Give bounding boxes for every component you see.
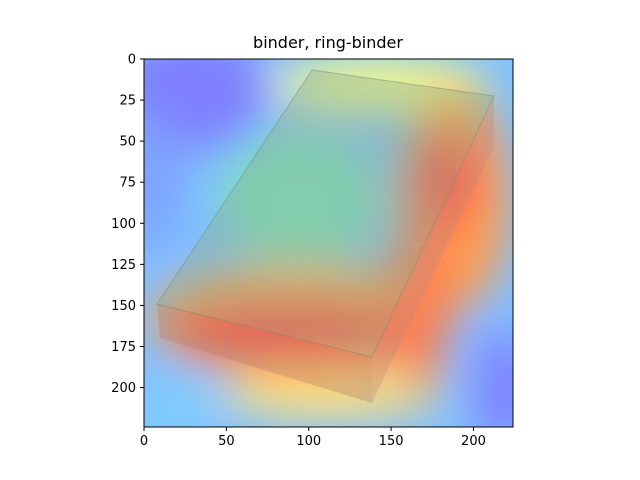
y-tick-label: 100 xyxy=(111,217,136,232)
x-tick-label: 200 xyxy=(461,434,486,449)
x-tick-label: 100 xyxy=(296,434,321,449)
hot-region-spine xyxy=(390,210,450,390)
cold-region-bottom-left xyxy=(144,385,220,427)
y-tick-label: 25 xyxy=(119,94,136,109)
x-tick-label: 0 xyxy=(140,434,148,449)
binder-front-edge xyxy=(157,304,372,403)
cold-region-top-left xyxy=(144,59,270,150)
y-tick-label: 175 xyxy=(111,340,136,355)
y-tick-label: 0 xyxy=(128,53,136,68)
y-tick-label: 75 xyxy=(119,176,136,191)
x-axis: 0 50 100 150 200 xyxy=(140,427,486,449)
y-tick-label: 50 xyxy=(119,135,136,150)
yellow-region-bottom xyxy=(220,370,440,420)
chart-title: binder, ring-binder xyxy=(253,33,403,52)
y-axis: 0 25 50 75 100 125 150 175 200 xyxy=(111,53,144,396)
warm-region-top xyxy=(270,60,490,110)
plot-frame xyxy=(143,58,514,428)
x-tick-label: 150 xyxy=(379,434,404,449)
teal-region-center xyxy=(220,130,380,270)
cold-region-left xyxy=(144,110,180,250)
y-tick-label: 200 xyxy=(111,381,136,396)
binder-side-edge xyxy=(372,96,494,403)
heatmap-blobs xyxy=(144,59,513,427)
cold-region-bottom-right xyxy=(475,330,513,427)
hot-region-right xyxy=(415,130,475,230)
y-tick-label: 150 xyxy=(111,299,136,314)
y-tick-label: 125 xyxy=(111,258,136,273)
binder-cover xyxy=(156,69,495,358)
x-tick-label: 50 xyxy=(218,434,235,449)
hot-region-lower xyxy=(170,300,410,360)
heatmap-area xyxy=(144,59,513,427)
